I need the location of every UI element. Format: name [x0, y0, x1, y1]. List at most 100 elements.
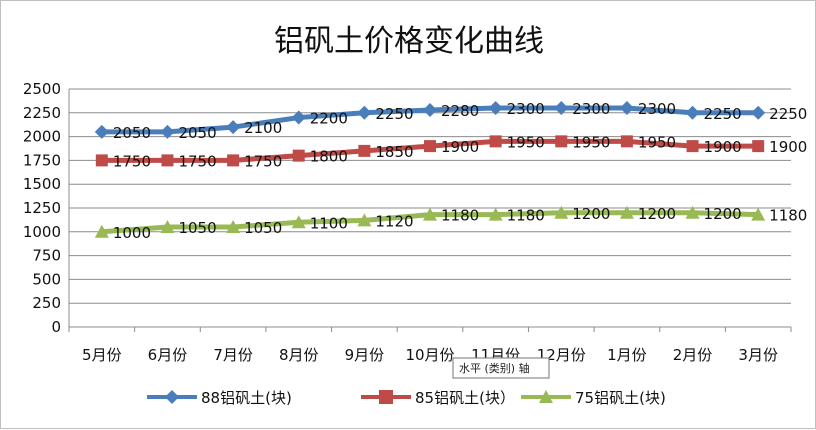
data-label: 2250 — [375, 105, 413, 123]
data-label: 1850 — [375, 143, 413, 161]
data-point — [751, 207, 766, 221]
data-label: 1120 — [375, 212, 413, 230]
x-tick-label: 8月份 — [279, 346, 319, 364]
y-tick-label: 750 — [32, 247, 61, 265]
data-label: 2050 — [113, 124, 151, 142]
data-point — [358, 144, 371, 157]
legend-item[interactable]: 75铝矾土(块) — [521, 389, 666, 407]
data-label: 1750 — [244, 152, 282, 170]
data-label: 1200 — [704, 205, 742, 223]
data-point — [160, 220, 175, 234]
data-point — [620, 135, 633, 148]
data-label: 1200 — [572, 205, 610, 223]
data-point — [160, 124, 175, 139]
data-label: 2300 — [638, 100, 676, 118]
y-tick-label: 500 — [32, 270, 61, 288]
data-label: 1000 — [113, 224, 151, 242]
data-label: 1900 — [441, 138, 479, 156]
data-point — [291, 110, 306, 125]
data-point — [292, 149, 305, 162]
legend-item[interactable]: 88铝矾土(块) — [147, 389, 292, 407]
data-label: 2100 — [244, 119, 282, 137]
y-tick-label: 1000 — [23, 223, 61, 241]
data-point — [752, 140, 765, 153]
legend[interactable]: 88铝矾土(块) 85铝矾土(块） 75铝矾土(块) — [147, 389, 666, 407]
data-label: 1100 — [310, 214, 348, 232]
data-point — [685, 105, 700, 120]
x-tick-label: 1月份 — [607, 346, 647, 364]
data-label: 1950 — [638, 133, 676, 151]
data-label: 2050 — [178, 124, 216, 142]
data-point — [751, 105, 766, 120]
x-tick-label: 7月份 — [213, 346, 253, 364]
data-label: 2280 — [441, 102, 479, 120]
data-label: 1950 — [572, 133, 610, 151]
data-point — [94, 224, 109, 238]
legend-marker — [379, 390, 393, 404]
data-point — [554, 205, 569, 219]
y-tick-label: 1250 — [23, 199, 61, 217]
data-point — [686, 140, 699, 153]
x-tick-label: 6月份 — [148, 346, 188, 364]
y-tick-label: 2000 — [23, 128, 61, 146]
data-point — [423, 102, 437, 117]
x-tick-label: 5月份 — [82, 346, 122, 364]
data-point — [554, 101, 569, 116]
x-tick-label: 10月份 — [405, 346, 454, 364]
data-label: 1900 — [704, 138, 742, 156]
data-point — [489, 135, 502, 148]
legend-label: 85铝矾土(块） — [415, 389, 515, 407]
series-layer — [94, 101, 766, 238]
legend-label: 88铝矾土(块) — [201, 389, 292, 407]
data-label: 1750 — [113, 152, 151, 170]
data-label: 2300 — [507, 100, 545, 118]
data-point — [357, 105, 372, 120]
legend-marker — [165, 390, 179, 404]
data-label: 1180 — [769, 207, 807, 225]
y-tick-label: 1750 — [23, 151, 61, 169]
data-label: 1950 — [507, 133, 545, 151]
x-tick-label: 2月份 — [673, 346, 713, 364]
data-point — [423, 207, 437, 221]
data-point — [488, 207, 503, 221]
data-point — [226, 220, 241, 234]
x-tick-label: 9月份 — [345, 346, 385, 364]
data-label: 1180 — [441, 207, 479, 225]
data-label: 1800 — [310, 148, 348, 166]
x-tick-label: 3月份 — [738, 346, 778, 364]
y-tick-label: 2250 — [23, 104, 61, 122]
data-label: 1200 — [638, 205, 676, 223]
chart-title: 铝矾土价格变化曲线 — [274, 24, 544, 59]
data-label: 1180 — [507, 207, 545, 225]
data-point — [227, 154, 240, 167]
data-point — [424, 140, 436, 153]
y-tick-label: 0 — [51, 318, 61, 336]
y-tick-label: 1500 — [23, 175, 61, 193]
data-label: 1750 — [178, 152, 216, 170]
y-tick-label: 2500 — [23, 80, 61, 98]
tooltip-text: 水平 (类别) 轴 — [459, 361, 530, 375]
data-point — [161, 154, 174, 167]
data-point — [226, 120, 241, 135]
data-label: 2250 — [704, 105, 742, 123]
legend-item[interactable]: 85铝矾土(块） — [361, 389, 515, 407]
data-point — [94, 124, 109, 139]
data-label-layer: 2050 2050 2100 2200 2250 2280 2300 2300 2300 2250… — [113, 100, 808, 242]
data-point — [685, 205, 700, 219]
data-label: 1900 — [769, 138, 807, 156]
legend-marker — [539, 390, 553, 403]
data-label: 2250 — [769, 105, 807, 123]
legend-label: 75铝矾土(块) — [575, 389, 666, 407]
axis-layer: 0 250 500 750 1000 1250 1500 1750 2000 2250 2500 5月… — [23, 80, 792, 364]
data-point — [357, 213, 372, 227]
data-point — [555, 135, 568, 148]
data-label: 1050 — [178, 219, 216, 237]
data-point — [488, 101, 503, 116]
axis-tooltip: 水平 (类别) 轴 — [452, 357, 550, 379]
data-label: 2200 — [310, 110, 348, 128]
data-point — [619, 101, 634, 116]
y-tick-label: 250 — [32, 294, 61, 312]
data-label: 2300 — [572, 100, 610, 118]
